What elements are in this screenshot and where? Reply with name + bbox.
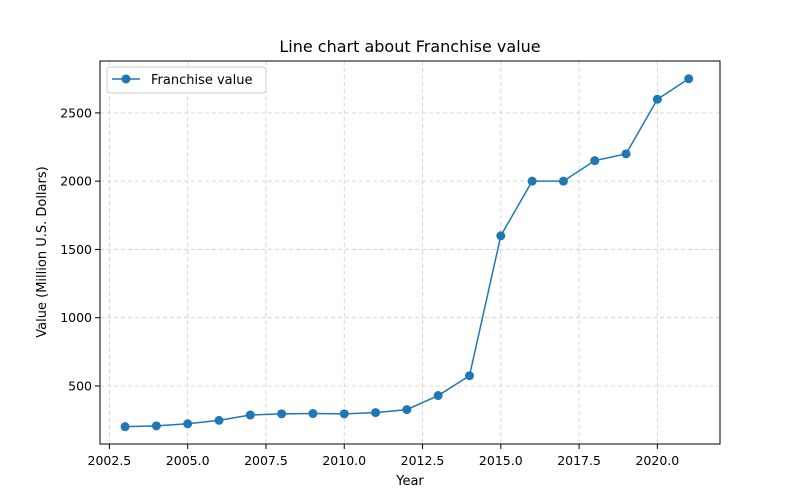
data-point xyxy=(339,409,349,419)
data-point xyxy=(183,419,193,429)
x-tick-label: 2005.0 xyxy=(166,453,210,468)
data-point xyxy=(277,409,287,419)
data-point xyxy=(684,74,694,84)
data-point xyxy=(464,371,474,381)
legend-marker-swatch xyxy=(121,74,131,84)
series-layer xyxy=(120,74,694,432)
series-line xyxy=(125,78,690,428)
data-point xyxy=(120,422,130,432)
data-point xyxy=(652,94,662,104)
y-tick-label: 1000 xyxy=(60,310,92,325)
data-point xyxy=(590,156,600,166)
y-tick-label: 2500 xyxy=(60,105,92,120)
x-tick-label: 2012.5 xyxy=(401,453,445,468)
data-point xyxy=(308,409,318,419)
legend: Franchise value xyxy=(106,66,267,94)
x-tick-label: 2017.5 xyxy=(557,453,601,468)
x-tick-label: 2020.0 xyxy=(635,453,679,468)
data-point xyxy=(151,421,161,431)
x-axis-ticks: 2002.5 2005.0 2007.5 2010.0 2012.5 2015.0 2017… xyxy=(88,444,679,468)
x-tick-label: 2015.0 xyxy=(479,453,523,468)
x-axis-title: Year xyxy=(395,474,424,489)
y-tick-label: 2000 xyxy=(60,174,92,189)
data-point xyxy=(496,231,506,241)
y-tick-label: 500 xyxy=(68,378,92,393)
y-tick-label: 1500 xyxy=(60,242,92,257)
data-point xyxy=(558,176,568,186)
data-point xyxy=(245,410,255,420)
y-axis-title: Value (Million U.S. Dollars) xyxy=(35,166,50,337)
x-tick-label: 2010.0 xyxy=(322,453,366,468)
legend-label: Franchise value xyxy=(151,73,253,88)
x-tick-label: 2002.5 xyxy=(88,453,132,468)
data-point xyxy=(433,391,443,401)
grid-lines xyxy=(100,61,720,444)
legend-box xyxy=(106,66,267,94)
data-point xyxy=(527,176,537,186)
data-point xyxy=(402,405,412,415)
chart-title: Line chart about Franchise value xyxy=(279,37,540,56)
data-point xyxy=(214,415,224,425)
y-axis-ticks: 500 1000 1500 2000 2500 xyxy=(60,105,100,393)
plot-area-frame xyxy=(99,60,721,445)
data-point xyxy=(621,149,631,159)
data-point xyxy=(371,408,381,418)
x-tick-label: 2007.5 xyxy=(244,453,288,468)
